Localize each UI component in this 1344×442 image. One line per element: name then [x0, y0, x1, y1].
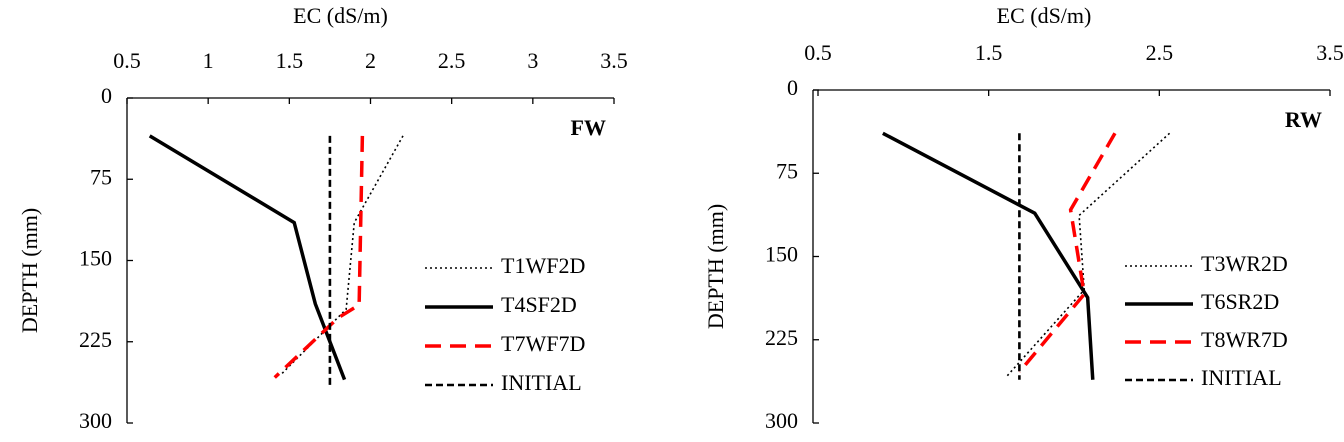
x-tick-label: 2	[365, 48, 376, 73]
x-tick-label: 3	[527, 48, 538, 73]
y-tick-label: 225	[765, 325, 798, 350]
x-tick-label: 2.5	[438, 48, 466, 73]
x-axis-label: EC (dS/m)	[997, 3, 1092, 28]
legend-label: T8WR7D	[1201, 327, 1288, 352]
y-tick-label: 75	[776, 158, 798, 183]
series-line	[148, 134, 347, 381]
chart-panel: 0.5 1 1.5 2 2.5 3 3.5 0 75 150 225 300 EC (dS/m) DEPT…	[17, 3, 628, 433]
legend-label: INITIAL	[1201, 365, 1282, 390]
y-tick-label: 300	[79, 408, 112, 433]
y-tick-label: 0	[787, 75, 798, 100]
x-tick-label: 2.5	[1146, 40, 1174, 65]
y-tick-label: 0	[101, 83, 112, 108]
x-tick-label: 3.5	[1316, 40, 1344, 65]
y-tick-label: 150	[79, 246, 112, 271]
y-tick-label: 300	[765, 408, 798, 433]
y-tick-label: 225	[79, 327, 112, 352]
series-line	[280, 135, 404, 375]
x-tick-label: 3.5	[600, 48, 628, 73]
chart-panel: 0.5 1.5 2.5 3.5 0 75 150 225 300 EC (dS/m) DEPTH (…	[703, 3, 1344, 433]
x-tick-label: 0.5	[804, 40, 832, 65]
x-tick-label: 1.5	[975, 40, 1003, 65]
legend-label: T4SF2D	[501, 292, 577, 317]
x-tick-label: 0.5	[113, 48, 141, 73]
y-axis-label: DEPTH (mm)	[17, 208, 42, 333]
series-line	[273, 135, 365, 379]
legend-label: T3WR2D	[1201, 251, 1288, 276]
series-line	[1005, 132, 1171, 379]
x-tick-label: 1	[203, 48, 214, 73]
panel-label: RW	[1285, 107, 1322, 132]
legend-label: T7WF7D	[501, 331, 585, 356]
legend-label: T6SR2D	[1201, 289, 1279, 314]
series-line	[882, 131, 1095, 380]
legend-label: INITIAL	[501, 370, 582, 395]
legend-label: T1WF2D	[501, 253, 585, 278]
x-axis-label: EC (dS/m)	[293, 3, 388, 28]
series-line	[1018, 132, 1117, 374]
x-tick-label: 1.5	[276, 48, 304, 73]
y-axis-label: DEPTH (mm)	[703, 204, 728, 329]
y-tick-label: 75	[90, 164, 112, 189]
panel-label: FW	[571, 115, 606, 140]
y-tick-label: 150	[765, 242, 798, 267]
